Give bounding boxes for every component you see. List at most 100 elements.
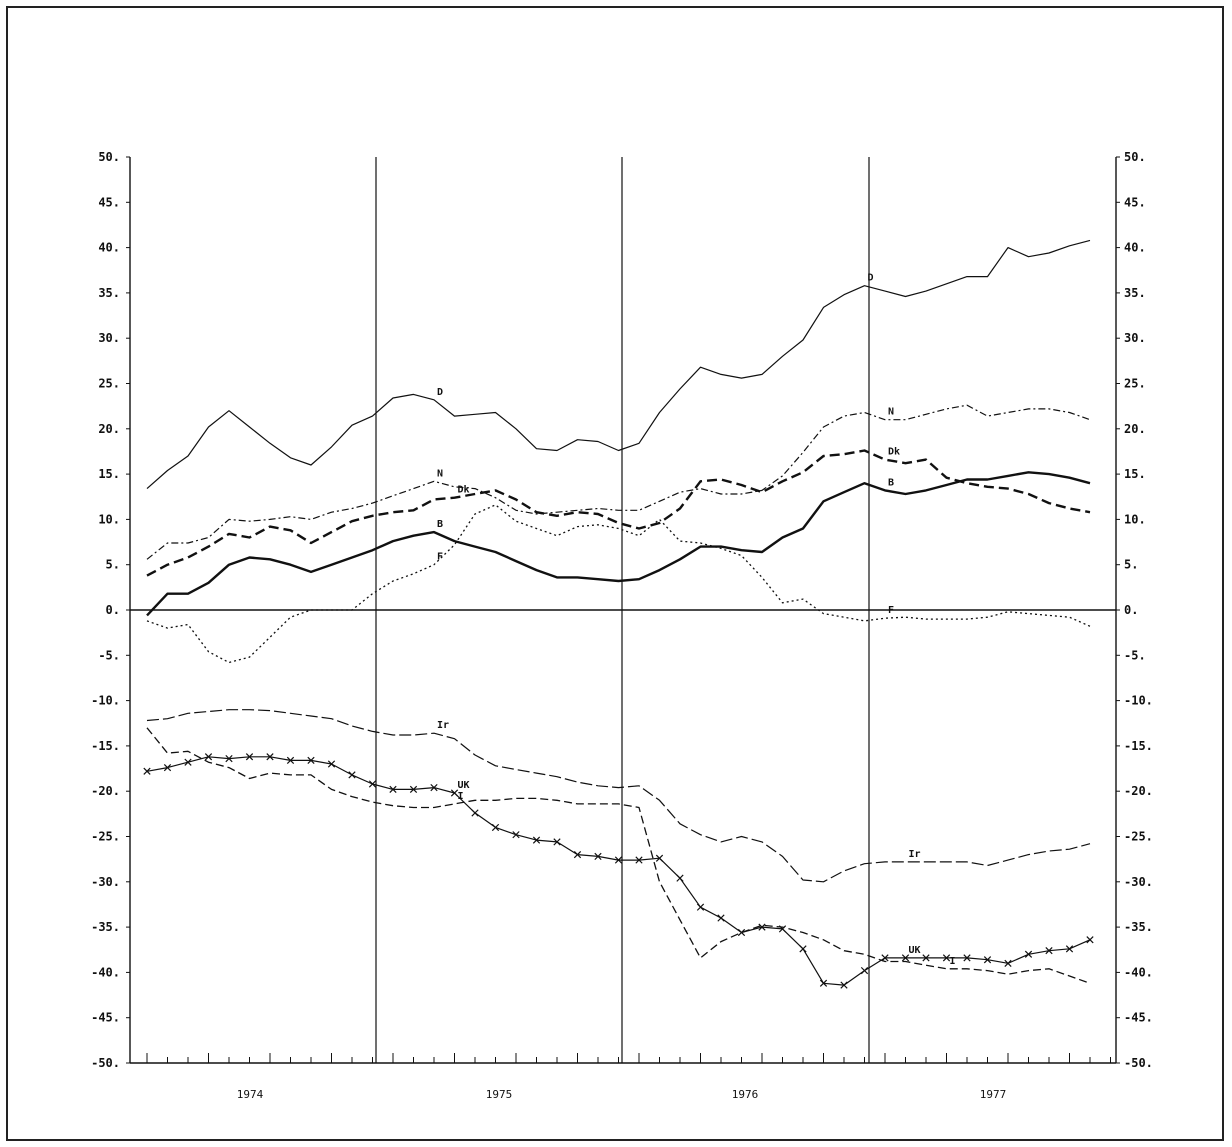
y-tick-label-left: 30. [98, 331, 120, 345]
series-label-uk: UK [909, 945, 921, 956]
series-label-f: F [888, 605, 894, 616]
series-point-uk [225, 754, 233, 763]
y-tick-label-right: 30. [1124, 331, 1146, 345]
series-point-uk [737, 928, 746, 937]
series-point-uk [1024, 950, 1033, 958]
y-tick-label-right: -10. [1124, 694, 1153, 708]
y-tick-label-right: 50. [1124, 150, 1146, 164]
series-label-b: B [888, 477, 894, 488]
y-tick-label-right: 5. [1124, 558, 1138, 572]
series-label-b: B [437, 519, 443, 530]
series-point-uk [942, 954, 951, 962]
series-point-uk [614, 856, 623, 864]
series-point-uk [553, 838, 561, 846]
y-tick-label-right: -25. [1124, 830, 1153, 844]
y-tick-label-left: 15. [98, 467, 120, 481]
series-point-uk [655, 854, 664, 862]
axes-group: 50. 50. 45. 45. 40. 40. 35. 35. 30. 30. 25. 25. 20. 2… [91, 150, 1153, 1101]
y-tick-label-right: 45. [1124, 195, 1146, 209]
series-point-uk [286, 756, 295, 765]
y-tick-label-right: 15. [1124, 467, 1146, 481]
series-point-uk [799, 945, 807, 953]
y-tick-label-right: 10. [1124, 512, 1146, 526]
series-label-dk: Dk [458, 485, 470, 496]
series-point-uk [573, 850, 582, 859]
series-point-uk [348, 771, 356, 779]
series-point-uk [471, 809, 479, 817]
series-group [143, 239, 1094, 989]
y-tick-label-left: 50. [98, 150, 120, 164]
y-tick-label-left: 0. [106, 603, 120, 617]
series-label-i: I [950, 956, 956, 967]
series-label-f: F [437, 552, 443, 563]
y-tick-label-left: 10. [98, 512, 120, 526]
figure-frame [6, 6, 1224, 1141]
series-label-d: D [868, 273, 874, 284]
series-point-uk [450, 789, 459, 797]
series-point-uk [307, 756, 315, 765]
series-point-uk [983, 956, 992, 964]
series-line-d [146, 239, 1091, 490]
y-tick-label-right: -5. [1124, 648, 1146, 662]
y-tick-label-left: -40. [91, 965, 120, 979]
series-label-ir: Ir [909, 849, 921, 860]
y-tick-label-right: 35. [1124, 286, 1146, 300]
y-tick-label-left: -45. [91, 1011, 120, 1025]
y-tick-label-right: 25. [1124, 377, 1146, 391]
y-tick-label-right: -45. [1124, 1011, 1153, 1025]
series-point-uk [717, 914, 725, 922]
series-point-uk [840, 981, 848, 989]
series-point-uk [819, 979, 828, 987]
series-point-uk [963, 954, 971, 962]
series-point-uk [143, 767, 151, 775]
series-label-i: I [458, 791, 464, 802]
y-tick-label-right: 20. [1124, 422, 1146, 436]
year-label-1976: 1976 [732, 1088, 759, 1101]
y-tick-label-left: 20. [98, 422, 120, 436]
series-point-uk [163, 764, 172, 772]
y-tick-label-left: -35. [91, 920, 120, 934]
series-line-i [146, 727, 1091, 984]
series-line-n [146, 404, 1091, 560]
y-tick-label-right: -15. [1124, 739, 1153, 753]
y-tick-label-left: -20. [91, 784, 120, 798]
series-line-uk [146, 756, 1091, 986]
series-line-f [146, 504, 1091, 664]
series-point-uk [758, 923, 766, 931]
series-label-n: N [888, 407, 894, 418]
series-label-n: N [437, 468, 443, 479]
series-label-d: D [437, 387, 443, 398]
y-tick-label-left: -30. [91, 875, 120, 889]
series-point-uk [532, 836, 541, 844]
series-point-uk [1045, 947, 1053, 955]
series-point-uk [266, 753, 274, 761]
series-point-uk [901, 954, 910, 962]
y-tick-label-right: 40. [1124, 241, 1146, 255]
series-point-uk [368, 780, 377, 788]
series-line-dk [146, 449, 1091, 577]
series-point-uk [922, 954, 930, 962]
y-tick-label-left: 25. [98, 377, 120, 391]
series-point-uk [389, 785, 397, 794]
series-point-uk [409, 785, 418, 794]
series-label-uk: UK [458, 780, 470, 791]
series-point-uk [881, 954, 889, 962]
y-tick-label-left: 45. [98, 195, 120, 209]
year-label-1975: 1975 [486, 1088, 513, 1101]
y-tick-label-right: -35. [1124, 920, 1153, 934]
series-point-uk [327, 760, 336, 768]
y-tick-label-left: -15. [91, 739, 120, 753]
series-label-ir: Ir [437, 720, 449, 731]
y-tick-label-right: -30. [1124, 875, 1153, 889]
series-point-uk [184, 758, 192, 766]
year-label-1974: 1974 [237, 1088, 264, 1101]
series-point-uk [1004, 959, 1012, 967]
series-point-uk [860, 966, 869, 975]
series-label-dk: Dk [888, 447, 900, 458]
series-point-uk [635, 856, 643, 864]
y-tick-label-left: 35. [98, 286, 120, 300]
y-tick-label-left: 5. [106, 558, 120, 572]
y-tick-label-right: 0. [1124, 603, 1138, 617]
